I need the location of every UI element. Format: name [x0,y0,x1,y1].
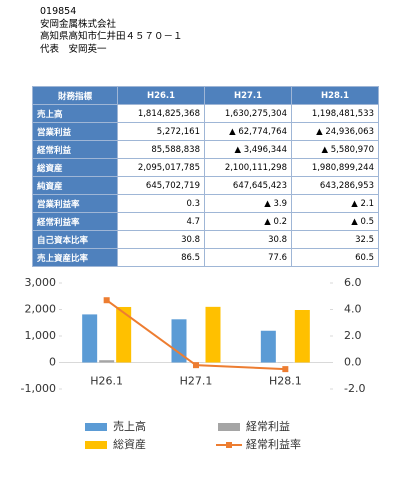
value-cell: 0.3 [117,194,205,213]
row-label: 売上高 [32,104,118,123]
table-row: 営業利益 5,272,161 ▲ 62,774,764 ▲ 24,936,063 [32,122,379,141]
value-cell: 85,588,838 [117,140,205,159]
value-cell: 60.5 [291,248,379,267]
x-tick-label: H28.1 [269,375,302,388]
table-row: 経常利益率 4.7 ▲ 0.2 ▲ 0.5 [32,212,379,231]
table-row: 自己資本比率 30.8 30.8 32.5 [32,230,379,249]
legend-label: 総資産 [113,437,146,451]
y2-tick-label: 2.0 [344,329,362,342]
row-label: 自己資本比率 [32,230,118,249]
table-row: 営業利益率 0.3 ▲ 3.9 ▲ 2.1 [32,194,379,213]
value-cell: ▲ 0.5 [291,212,379,231]
address: 高知県高知市仁井田４５７０－１ [40,31,183,42]
row-label: 売上資産比率 [32,248,118,267]
bar [294,310,310,363]
value-cell: 86.5 [117,248,205,267]
header: 019854 安岡金属株式会社 高知県高知市仁井田４５７０－１ 代表 安岡英一 [40,6,183,56]
bar [116,306,132,363]
y-tick-label: 1,000 [25,329,57,342]
value-cell: 1,980,899,244 [291,158,379,177]
table-row: 総資産 2,095,017,785 2,100,111,298 1,980,899,2… [32,158,379,177]
y2-tick-label: -2.0 [344,382,365,395]
table-row: 純資産 645,702,719 647,645,423 643,286,953 [32,176,379,195]
value-cell: 2,100,111,298 [204,158,292,177]
value-cell: 77.6 [204,248,292,267]
value-cell: 32.5 [291,230,379,249]
bar [205,306,221,363]
column-header: H27.1 [204,86,292,105]
row-label: 営業利益 [32,122,118,141]
table-row: 売上高 1,814,825,368 1,630,275,304 1,198,481,5… [32,104,379,123]
y2-tick-label: 4.0 [344,303,362,316]
row-label: 営業利益率 [32,194,118,213]
line-series [106,299,286,371]
representative: 代表 安岡英一 [40,43,107,55]
line-marker [193,362,199,369]
code: 019854 [40,6,77,17]
y-tick-label: 3,000 [25,276,57,289]
value-cell: 5,272,161 [117,122,205,141]
bar [82,314,98,363]
value-cell: ▲ 5,580,970 [291,140,379,159]
column-header: 財務指標 [32,86,118,105]
y-tick-label: 0 [49,356,56,369]
bar [99,360,115,363]
row-label: 純資産 [32,176,118,195]
value-cell: 1,814,825,368 [117,104,205,123]
x-tick-label: H27.1 [180,375,213,388]
y-tick-label: -1,000 [21,382,56,395]
legend-swatch [85,441,107,449]
financial-table: 財務指標 H26.1 H27.1 H28.1 売上高 1,814,825,368 1,630… [32,86,379,267]
value-cell: 645,702,719 [117,176,205,195]
legend-label: 経常利益 [246,419,290,433]
value-cell: ▲ 24,936,063 [291,122,379,141]
line-marker [103,297,110,304]
line-marker [282,366,289,373]
value-cell: ▲ 0.2 [204,212,292,231]
header-row: 財務指標 H26.1 H27.1 H28.1 [32,86,379,105]
table-row: 売上資産比率 86.5 77.6 60.5 [32,248,379,267]
value-cell: ▲ 2.1 [291,194,379,213]
value-cell: 1,630,275,304 [204,104,292,123]
value-cell: 4.7 [117,212,205,231]
x-tick-label: H26.1 [90,375,123,388]
value-cell: 647,645,423 [204,176,292,195]
chart: 3,000 2,000 1,000 0 -1,000 6.0 4.0 2.0 0.0 -2.0 H2… [21,276,366,451]
value-cell: ▲ 62,774,764 [204,122,292,141]
legend-label: 売上高 [113,419,146,433]
value-cell: ▲ 3,496,344 [204,140,292,159]
bar [171,319,187,363]
legend-swatch [85,423,107,431]
column-header: H28.1 [291,86,379,105]
value-cell: 2,095,017,785 [117,158,205,177]
company: 安岡金属株式会社 [40,18,117,30]
value-cell: 1,198,481,533 [291,104,379,123]
legend-swatch [218,423,240,431]
row-label: 総資産 [32,158,118,177]
y2-tick-label: 6.0 [344,276,362,289]
bar [260,330,276,363]
y2-tick-label: 0.0 [344,356,362,369]
value-cell: ▲ 3.9 [204,194,292,213]
row-label: 経常利益率 [32,212,118,231]
value-cell: 30.8 [117,230,205,249]
column-header: H26.1 [117,86,205,105]
value-cell: 30.8 [204,230,292,249]
row-label: 経常利益 [32,140,118,159]
value-cell: 643,286,953 [291,176,379,195]
legend-swatch [226,442,232,448]
y-tick-label: 2,000 [25,303,57,316]
table-row: 経常利益 85,588,838 ▲ 3,496,344 ▲ 5,580,970 [32,140,379,159]
legend-label: 経常利益率 [246,437,301,451]
